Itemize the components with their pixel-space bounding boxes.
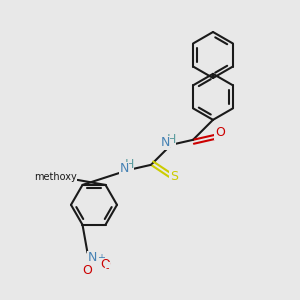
Text: -: - — [106, 263, 109, 273]
Text: O: O — [63, 172, 72, 182]
Text: methoxy: methoxy — [34, 172, 77, 182]
Text: N: N — [119, 162, 129, 175]
Text: N: N — [88, 251, 97, 264]
Text: S: S — [170, 170, 178, 183]
Text: O: O — [82, 264, 92, 277]
Text: O: O — [215, 126, 225, 139]
Text: H: H — [124, 158, 134, 171]
Text: H: H — [166, 133, 176, 146]
Text: +: + — [98, 253, 106, 263]
Text: O: O — [100, 258, 110, 271]
Text: N: N — [160, 136, 170, 149]
